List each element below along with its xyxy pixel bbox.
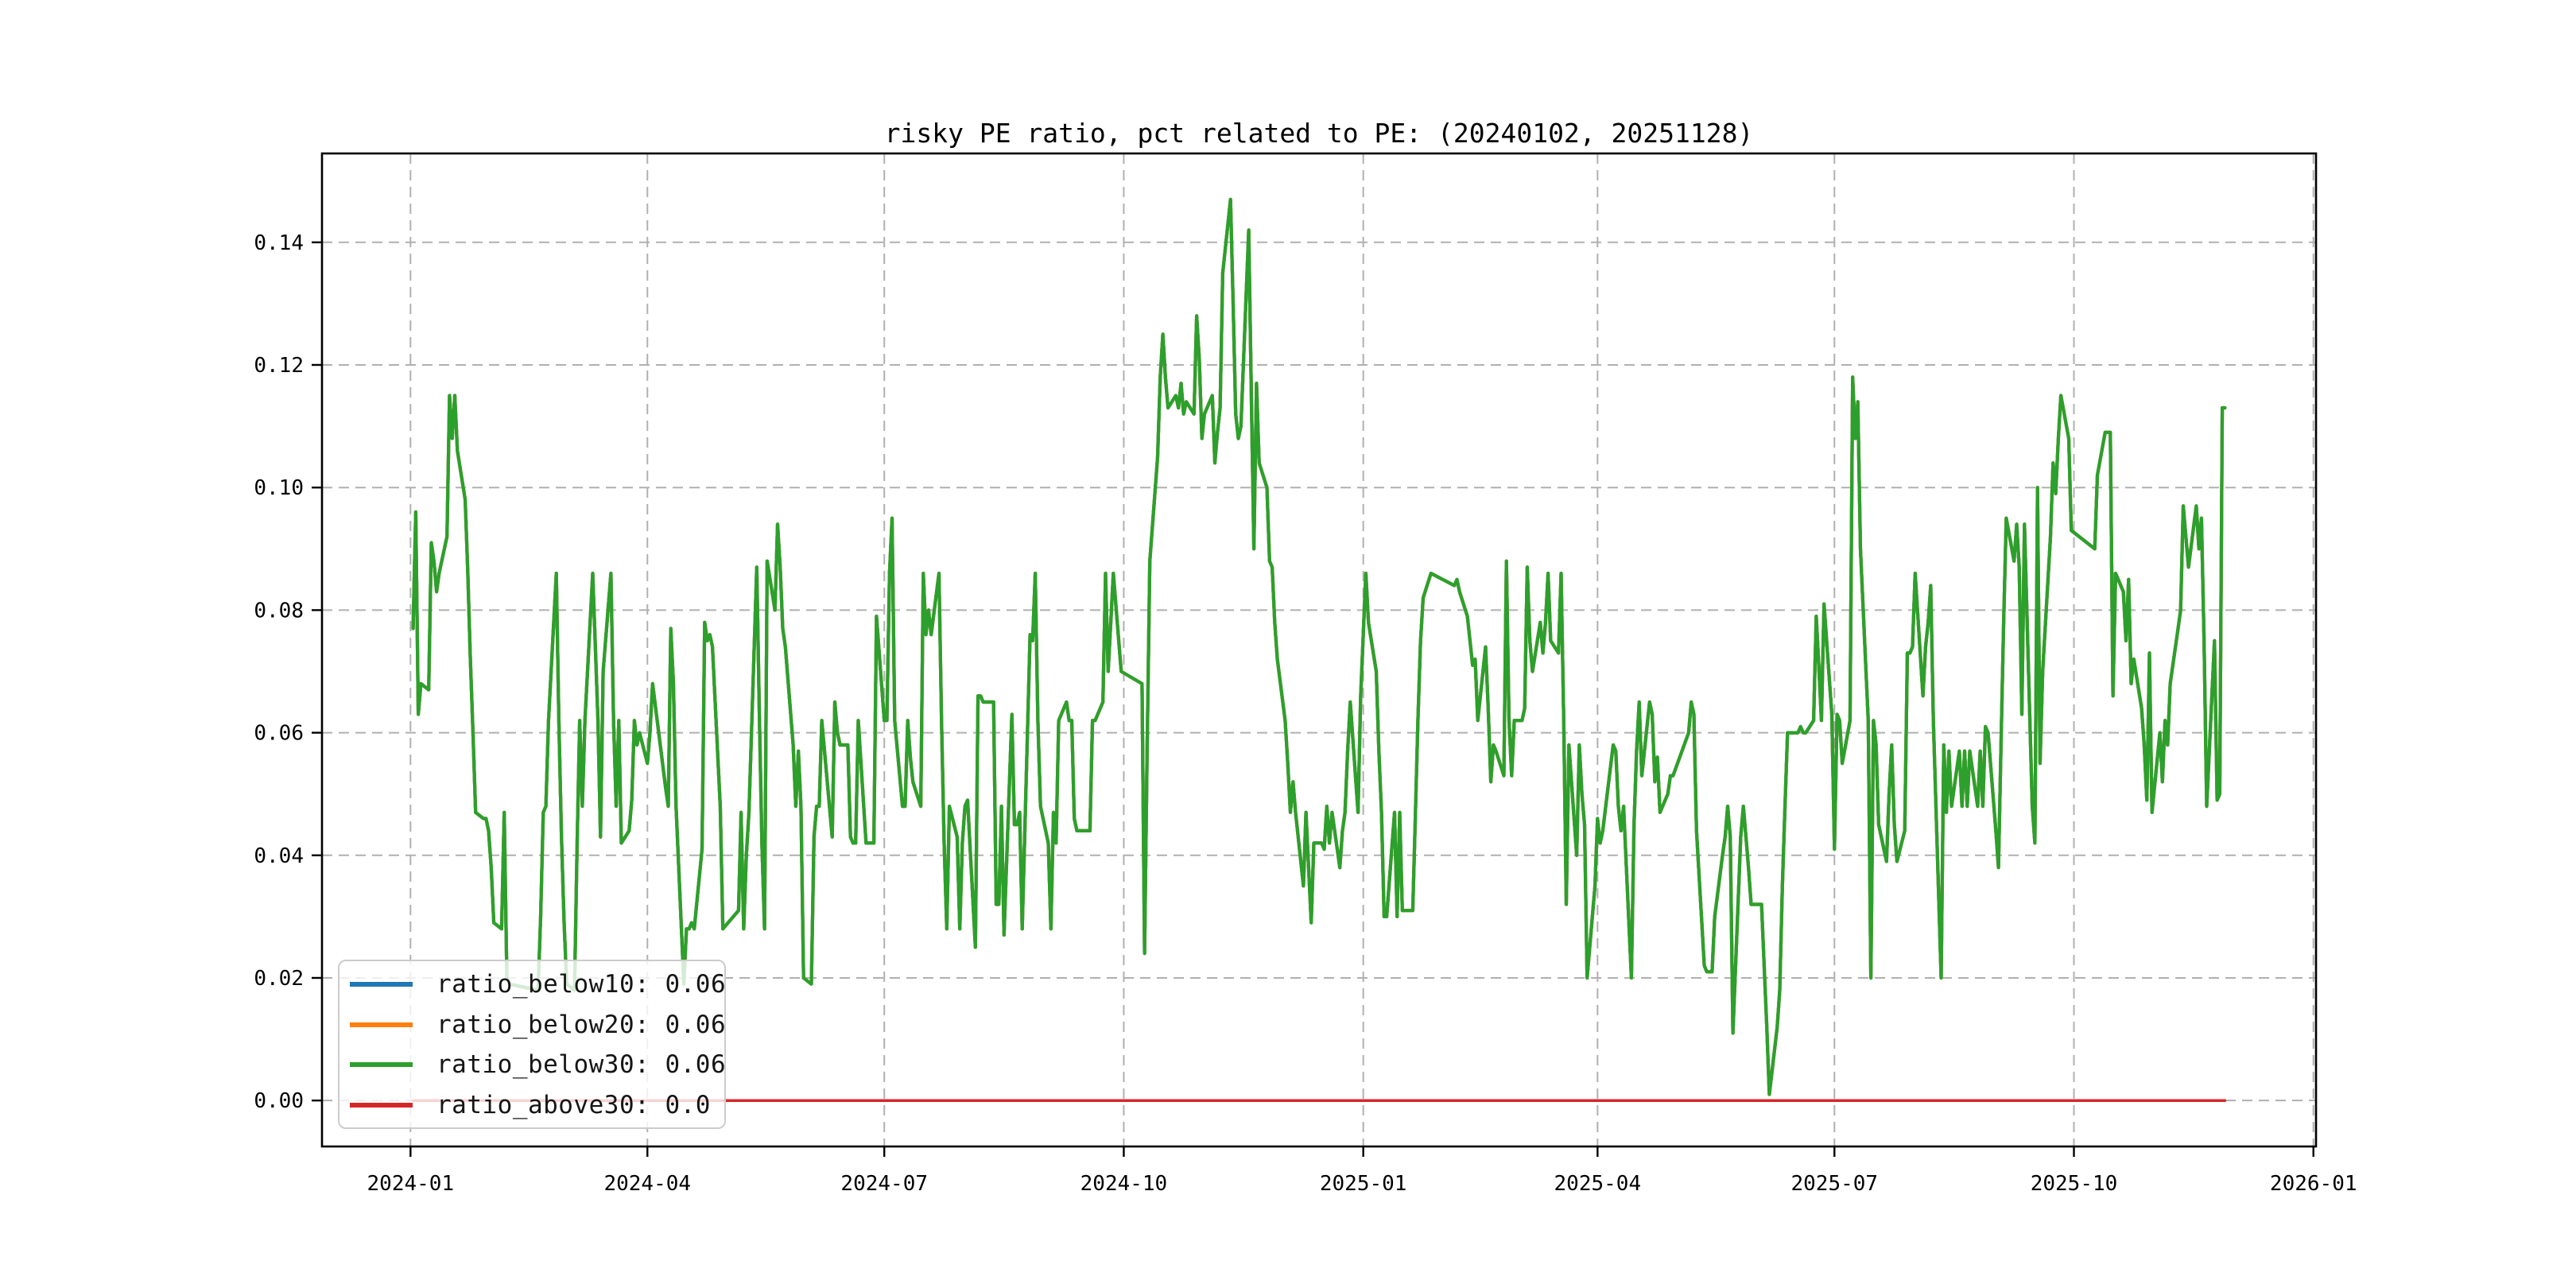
y-tick-label: 0.10 — [254, 476, 304, 500]
axes-layer: 2024-01 2024-04 2024-07 2024-10 2025-01 2025-… — [254, 152, 2357, 1196]
legend-label-ratio-below30: ratio_below30: 0.06 — [436, 1050, 727, 1080]
x-tick-label: 2024-10 — [1080, 1172, 1168, 1196]
series-line-ratio_below30 — [411, 197, 2227, 1096]
y-tick-label: 0.06 — [254, 722, 304, 746]
legend-swatch-ratio-above30-icon — [350, 1102, 413, 1108]
x-tick-label: 2025-01 — [1320, 1172, 1407, 1196]
y-tick-label: 0.14 — [254, 231, 304, 255]
legend-swatch-ratio-below30-icon — [350, 1062, 413, 1068]
legend: ratio_below10: 0.06 ratio_below20: 0.06 … — [338, 960, 726, 1129]
x-tick-label: 2024-07 — [840, 1172, 928, 1196]
legend-entry-ratio-below30: ratio_below30: 0.06 — [350, 1045, 727, 1085]
x-tick-label: 2026-01 — [2270, 1172, 2357, 1196]
legend-swatch-ratio-below10-icon — [350, 982, 413, 987]
x-tick-label: 2025-10 — [2031, 1172, 2118, 1196]
legend-entry-ratio-below20: ratio_below20: 0.06 — [350, 1005, 727, 1046]
legend-entry-ratio-above30: ratio_above30: 0.0 — [350, 1085, 724, 1126]
y-tick-label: 0.02 — [254, 967, 304, 991]
y-tick-label: 0.08 — [254, 599, 304, 623]
y-tick-label: 0.12 — [254, 354, 304, 378]
x-tick-label: 2024-01 — [367, 1172, 455, 1196]
axes-spines — [320, 152, 2318, 1148]
legend-swatch-ratio-below20-icon — [350, 1022, 413, 1027]
y-tick-label: 0.04 — [254, 844, 304, 868]
legend-label-ratio-above30: ratio_above30: 0.0 — [436, 1090, 711, 1119]
y-tick-label: 0.00 — [254, 1089, 304, 1113]
legend-label-ratio-below20: ratio_below20: 0.06 — [436, 1010, 727, 1039]
chart-title: risky PE ratio, pct related to PE: (2024… — [885, 118, 1754, 149]
x-tick-label: 2025-07 — [1790, 1172, 1878, 1196]
legend-label-ratio-below10: ratio_below10: 0.06 — [436, 970, 727, 999]
x-tick-label: 2025-04 — [1554, 1172, 1642, 1196]
legend-entry-ratio-below10: ratio_below10: 0.06 — [350, 964, 727, 1005]
x-tick-label: 2024-04 — [603, 1172, 691, 1196]
